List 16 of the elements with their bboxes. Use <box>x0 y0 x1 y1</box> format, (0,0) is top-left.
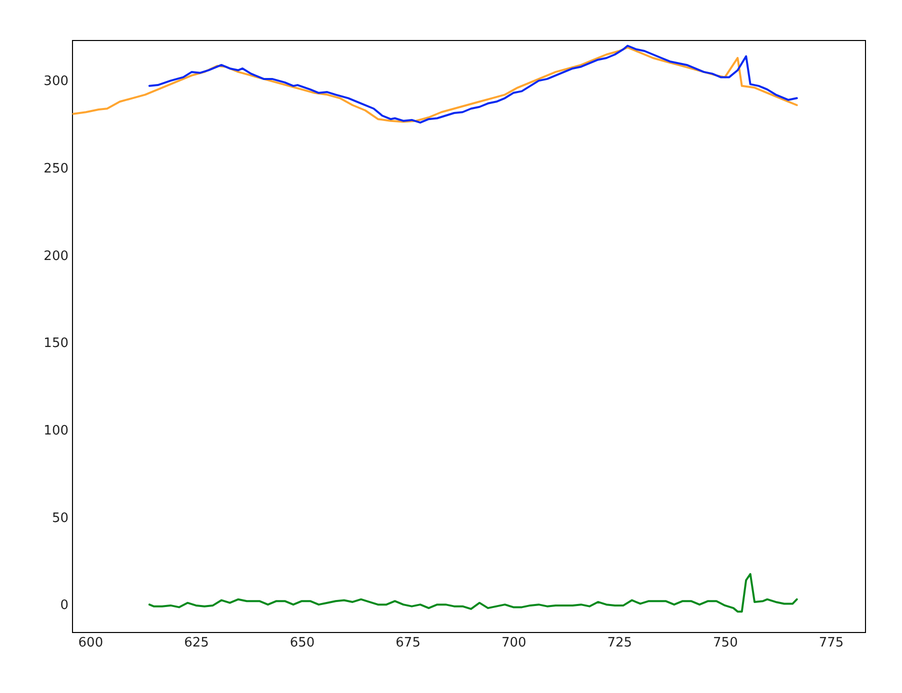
y-tick-label: 0 <box>60 598 68 614</box>
x-tick-label: 600 <box>78 636 104 650</box>
x-tick-label: 750 <box>713 636 738 650</box>
y-tick-label: 300 <box>44 74 68 90</box>
x-tick-label: 675 <box>396 636 420 650</box>
y-tick-label: 150 <box>44 336 68 352</box>
y-tick-label: 250 <box>44 162 68 177</box>
x-tick-label: 650 <box>290 636 315 650</box>
x-tick-label: 625 <box>184 636 209 650</box>
x-tick-label: 725 <box>607 636 632 650</box>
line-series <box>148 573 798 613</box>
y-tick-label: 50 <box>52 510 68 526</box>
y-tick-label: 200 <box>44 248 68 264</box>
x-tick-label: 775 <box>818 636 844 650</box>
y-tick-label: 100 <box>44 423 68 438</box>
x-tick-label: 700 <box>501 636 526 650</box>
